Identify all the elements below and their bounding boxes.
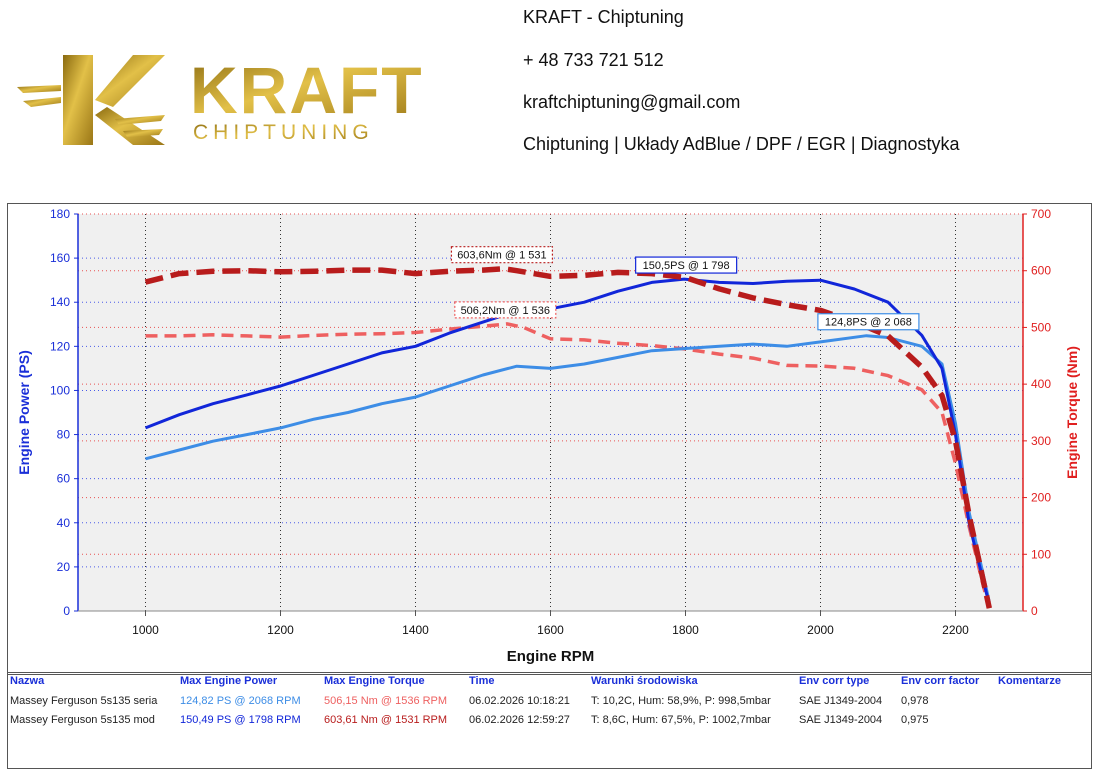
y-right-tick-label: 200 bbox=[1031, 491, 1051, 505]
results-header-cell: Nazwa bbox=[10, 675, 45, 687]
results-row-0-cell: 0,978 bbox=[901, 695, 929, 707]
annotation-label: 150,5PS @ 1 798 bbox=[643, 260, 730, 272]
peak-annotation: 603,6Nm @ 1 531 bbox=[450, 246, 554, 264]
results-row-1-cell: 603,61 Nm @ 1531 RPM bbox=[324, 714, 448, 726]
y-left-tick-label: 180 bbox=[50, 207, 70, 221]
email-address[interactable]: kraftchiptuning@gmail.com bbox=[523, 92, 741, 112]
peak-annotation: 506,2Nm @ 1 536 bbox=[454, 301, 557, 319]
y-right-tick-label: 700 bbox=[1031, 207, 1051, 221]
series-line-massey-ferguson-5s135-seria-torque bbox=[145, 322, 991, 609]
logo-sub-text: CHIPTUNING bbox=[193, 121, 374, 144]
results-row-0-cell: 06.02.2026 10:18:21 bbox=[469, 695, 570, 707]
results-header-cell: Komentarze bbox=[998, 675, 1061, 687]
y-right-tick-label: 500 bbox=[1031, 320, 1051, 334]
logo-main-text: KRAFT bbox=[190, 53, 424, 127]
results-row-1-cell: 06.02.2026 12:59:27 bbox=[469, 714, 570, 726]
y-left-tick-label: 0 bbox=[63, 604, 70, 618]
results-row-0-cell: SAE J1349-2004 bbox=[799, 695, 883, 707]
y-right-tick-label: 0 bbox=[1031, 604, 1038, 618]
y-right-tick-label: 400 bbox=[1031, 377, 1051, 391]
y-left-tick-label: 100 bbox=[50, 383, 70, 397]
annotation-box bbox=[635, 256, 738, 274]
results-header-cell: Env corr factor bbox=[901, 675, 980, 687]
dyno-chart: 1000 1200 1400 1600 1800 2000 2200020406080100… bbox=[16, 207, 1080, 665]
peak-annotation: 150,5PS @ 1 798 bbox=[635, 256, 738, 274]
results-row-1-cell: Massey Ferguson 5s135 mod bbox=[10, 714, 155, 726]
x-tick-label: 1200 bbox=[267, 623, 294, 637]
results-row-1-cell: 150,49 PS @ 1798 RPM bbox=[180, 714, 301, 726]
annotation-box bbox=[450, 246, 554, 264]
x-tick-label: 2200 bbox=[942, 623, 969, 637]
annotation-label: 603,6Nm @ 1 531 bbox=[457, 250, 546, 262]
services-line: Chiptuning | Układy AdBlue / DPF / EGR |… bbox=[523, 134, 960, 154]
results-row-0-cell: T: 10,2C, Hum: 58,9%, P: 998,5mbar bbox=[591, 695, 771, 707]
y-left-tick-label: 120 bbox=[50, 339, 70, 353]
results-header-cell: Env corr type bbox=[799, 675, 870, 687]
y-right-axis-label: Engine Torque (Nm) bbox=[1064, 346, 1080, 479]
series-line-massey-ferguson-5s135-seria-power bbox=[145, 334, 991, 603]
results-header-cell: Time bbox=[469, 675, 495, 687]
y-right-tick-label: 300 bbox=[1031, 434, 1051, 448]
x-tick-label: 1000 bbox=[132, 623, 159, 637]
x-axis-label: Engine RPM bbox=[507, 648, 595, 665]
y-left-tick-label: 20 bbox=[57, 560, 71, 574]
results-row-1-cell: SAE J1349-2004 bbox=[799, 714, 883, 726]
series-line-massey-ferguson-5s135-mod-power bbox=[144, 277, 991, 605]
annotation-label: 124,8PS @ 2 068 bbox=[825, 317, 912, 329]
results-row-0-cell: 124,82 PS @ 2068 RPM bbox=[180, 695, 301, 707]
y-left-tick-label: 160 bbox=[50, 251, 70, 265]
y-right-tick-label: 100 bbox=[1031, 547, 1051, 561]
phone-number[interactable]: + 48 733 721 512 bbox=[523, 50, 664, 70]
annotation-box bbox=[817, 313, 920, 331]
x-tick-label: 2000 bbox=[807, 623, 834, 637]
x-tick-label: 1400 bbox=[402, 623, 429, 637]
annotation-box bbox=[454, 301, 557, 319]
results-row-1-cell: 0,975 bbox=[901, 714, 929, 726]
results-row-1-cell: T: 8,6C, Hum: 67,5%, P: 1002,7mbar bbox=[591, 714, 771, 726]
x-tick-label: 1600 bbox=[537, 623, 564, 637]
results-row-0-cell: Massey Ferguson 5s135 seria bbox=[10, 695, 158, 707]
series-line-massey-ferguson-5s135-mod-torque bbox=[144, 265, 992, 609]
y-left-tick-label: 40 bbox=[57, 516, 71, 530]
x-tick-label: 1800 bbox=[672, 623, 699, 637]
annotation-label: 506,2Nm @ 1 536 bbox=[461, 305, 550, 317]
peak-annotation: 124,8PS @ 2 068 bbox=[817, 313, 920, 331]
y-left-axis-label: Engine Power (PS) bbox=[16, 350, 32, 474]
y-right-tick-label: 600 bbox=[1031, 264, 1051, 278]
company-name: KRAFT - Chiptuning bbox=[523, 7, 684, 27]
k-emblem-icon bbox=[17, 55, 165, 145]
results-header-cell: Max Engine Power bbox=[180, 675, 278, 687]
dyno-chart-frame: 1000 1200 1400 1600 1800 2000 2200 0 20 40 60 80 100… bbox=[7, 203, 1092, 675]
y-left-tick-label: 60 bbox=[57, 472, 71, 486]
y-left-tick-label: 140 bbox=[50, 295, 70, 309]
kraft-chiptuning-logo: KRAFT CHIPTUNING bbox=[17, 53, 424, 145]
results-header-cell: Warunki środowiska bbox=[591, 675, 698, 687]
plot-area bbox=[78, 214, 1023, 611]
y-left-tick-label: 80 bbox=[57, 428, 71, 442]
results-table: Nazwa Max Engine Power Max Engine Torque Ti… bbox=[7, 672, 1092, 769]
results-header-cell: Max Engine Torque bbox=[324, 675, 425, 687]
results-row-0-cell: 506,15 Nm @ 1536 RPM bbox=[324, 695, 448, 707]
